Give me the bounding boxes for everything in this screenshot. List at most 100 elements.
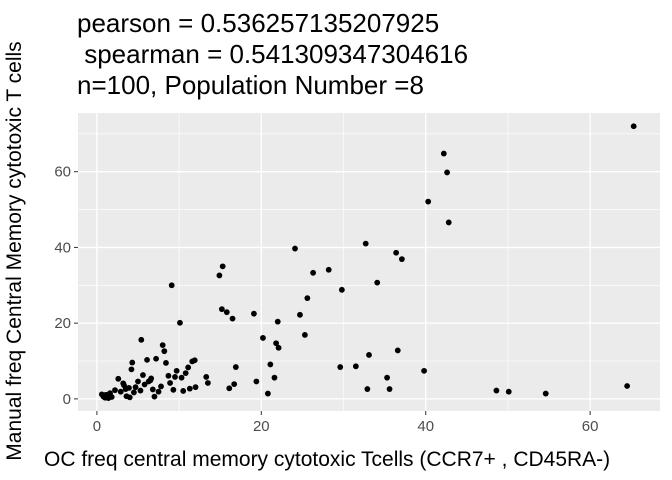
- data-point-45: [186, 385, 193, 392]
- data-point-47: [192, 384, 199, 391]
- data-point-14: [128, 366, 135, 373]
- data-point-34: [165, 372, 172, 379]
- data-point-63: [271, 374, 278, 381]
- data-point-17: [132, 384, 139, 391]
- data-point-72: [325, 266, 332, 273]
- data-point-26: [149, 386, 156, 393]
- data-point-99: [122, 386, 129, 392]
- title-line-spearman: spearman = 0.541309347304616: [77, 39, 468, 69]
- data-point-60: [260, 335, 266, 341]
- data-point-21: [140, 372, 146, 378]
- data-point-19: [137, 387, 144, 394]
- data-point-51: [219, 263, 226, 270]
- data-point-84: [398, 256, 405, 263]
- gridlines-major: [78, 113, 660, 411]
- data-point-98: [191, 357, 198, 364]
- data-point-37: [170, 386, 177, 393]
- data-point-31: [159, 342, 166, 349]
- data-point-85: [421, 367, 427, 374]
- data-point-18: [135, 378, 141, 385]
- data-point-70: [304, 295, 311, 302]
- plot-panel: [78, 113, 660, 411]
- data-point-41: [178, 374, 185, 381]
- data-point-62: [267, 361, 274, 368]
- data-point-91: [505, 388, 512, 395]
- data-point-64: [273, 340, 280, 347]
- data-point-49: [204, 380, 211, 386]
- data-point-35: [167, 380, 173, 386]
- data-point-42: [180, 388, 187, 394]
- data-point-68: [297, 311, 303, 318]
- y-tick-label-40: 40: [54, 239, 71, 256]
- data-point-59: [253, 378, 260, 385]
- data-point-58: [251, 310, 257, 317]
- data-point-90: [493, 387, 500, 394]
- data-point-76: [362, 240, 369, 247]
- data-point-15: [129, 359, 136, 366]
- y-tick-label-60: 60: [54, 164, 71, 181]
- data-point-22: [141, 381, 148, 388]
- data-point-38: [172, 374, 178, 380]
- data-point-27: [151, 393, 158, 400]
- data-point-87: [440, 150, 447, 157]
- data-point-71: [310, 269, 317, 276]
- data-point-33: [163, 360, 169, 366]
- x-axis: 0 20 40 60: [93, 411, 599, 435]
- data-point-8: [115, 375, 122, 382]
- data-point-66: [275, 344, 282, 351]
- x-tick-label-60: 60: [582, 418, 599, 435]
- data-point-50: [216, 272, 223, 279]
- y-tick-label-0: 0: [63, 391, 71, 408]
- data-point-20: [138, 336, 145, 343]
- data-point-6: [108, 394, 115, 400]
- y-axis: 0 20 40 60: [54, 164, 78, 408]
- data-point-7: [112, 387, 118, 394]
- data-point-83: [394, 347, 401, 354]
- data-point-89: [445, 219, 452, 226]
- y-tick-label-20: 20: [54, 315, 71, 332]
- data-point-96: [120, 380, 127, 387]
- x-tick-label-0: 0: [93, 418, 101, 435]
- data-point-80: [384, 374, 390, 381]
- data-point-94: [630, 123, 637, 130]
- data-point-92: [542, 390, 549, 397]
- data-point-97: [147, 377, 154, 384]
- data-point-30: [158, 383, 164, 390]
- y-axis-title: Manual freq Central Memory cytotoxic T c…: [3, 41, 26, 460]
- data-point-28: [153, 355, 159, 362]
- x-tick-label-40: 40: [417, 418, 434, 435]
- data-point-82: [393, 249, 400, 256]
- title-line-pearson: pearson = 0.536257135207925: [77, 8, 439, 38]
- data-point-54: [226, 385, 233, 392]
- data-points: [98, 123, 637, 402]
- data-point-43: [182, 370, 189, 377]
- data-point-9: [117, 388, 124, 395]
- data-point-52: [218, 306, 225, 313]
- x-axis-title: OC freq central memory cytotoxic Tcells …: [44, 448, 610, 471]
- data-point-36: [168, 282, 175, 289]
- data-point-79: [374, 279, 381, 286]
- data-point-93: [624, 383, 631, 389]
- data-point-61: [264, 390, 271, 397]
- data-point-13: [126, 394, 133, 401]
- data-point-65: [274, 318, 281, 325]
- data-point-74: [338, 286, 345, 293]
- data-point-69: [301, 331, 308, 338]
- data-point-86: [425, 198, 432, 205]
- data-point-23: [144, 356, 150, 363]
- data-point-56: [231, 381, 238, 388]
- data-point-81: [386, 386, 393, 392]
- data-point-75: [352, 363, 359, 370]
- data-point-55: [229, 315, 236, 322]
- data-point-67: [292, 245, 298, 252]
- data-point-57: [232, 364, 239, 370]
- x-tick-label-20: 20: [253, 418, 270, 435]
- data-point-78: [364, 386, 371, 392]
- chart-title: pearson = 0.536257135207925 spearman = 0…: [77, 8, 468, 100]
- data-point-88: [444, 169, 450, 176]
- data-point-44: [185, 364, 192, 371]
- data-point-77: [366, 352, 372, 358]
- data-point-95: [103, 391, 109, 398]
- data-point-29: [155, 388, 162, 395]
